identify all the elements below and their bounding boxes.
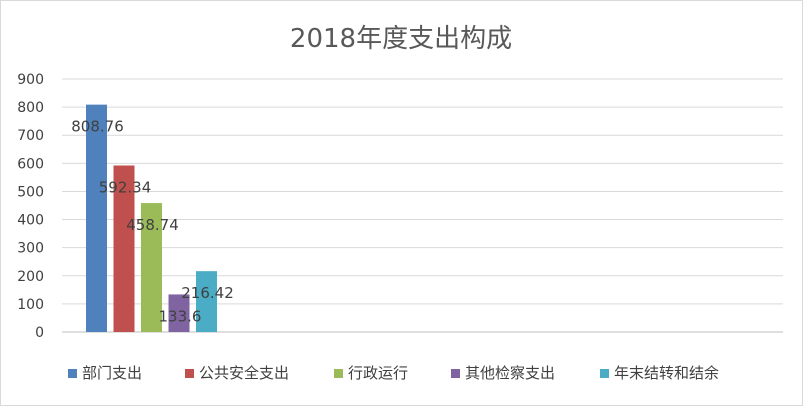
- bar: [113, 165, 135, 332]
- y-tick-label: 500: [17, 184, 44, 200]
- legend: 部门支出 公共安全支出 行政运行 其他检察支出 年末结转和结余: [68, 364, 719, 382]
- y-tick-label: 0: [35, 325, 44, 341]
- bar: [141, 203, 162, 332]
- data-label: 216.42: [181, 284, 234, 302]
- legend-label: 行政运行: [348, 364, 408, 382]
- legend-label: 部门支出: [82, 364, 142, 382]
- legend-label: 公共安全支出: [199, 364, 289, 382]
- legend-label: 年末结转和结余: [614, 364, 719, 382]
- bars: [86, 104, 217, 332]
- y-tick-label: 700: [17, 128, 44, 144]
- legend-swatch: [600, 369, 609, 378]
- legend-label: 其他检察支出: [465, 364, 555, 382]
- legend-swatch: [451, 369, 460, 378]
- y-tick-label: 200: [17, 269, 44, 285]
- y-tick-label: 400: [17, 213, 44, 229]
- legend-swatch: [185, 369, 194, 378]
- data-labels: 808.76 592.34 458.74 133.6 216.42: [71, 118, 234, 326]
- legend-swatch: [68, 369, 77, 378]
- y-tick-label: 300: [17, 241, 44, 257]
- chart-title: 2018年度支出构成: [290, 24, 512, 54]
- gridlines: [62, 78, 783, 333]
- legend-swatch: [334, 369, 343, 378]
- y-tick-label: 900: [17, 72, 44, 88]
- data-label: 592.34: [99, 178, 152, 196]
- data-label: 808.76: [71, 118, 124, 136]
- bar: [168, 294, 190, 332]
- bar: [86, 104, 107, 332]
- data-label: 133.6: [159, 307, 202, 325]
- bar: [196, 271, 217, 332]
- y-axis-tick-labels: 0 100 200 300 400 500 600 700 800 900: [17, 72, 44, 341]
- y-tick-label: 600: [17, 156, 44, 172]
- data-label: 458.74: [126, 216, 179, 234]
- y-tick-label: 800: [17, 100, 44, 116]
- y-tick-label: 100: [17, 297, 44, 313]
